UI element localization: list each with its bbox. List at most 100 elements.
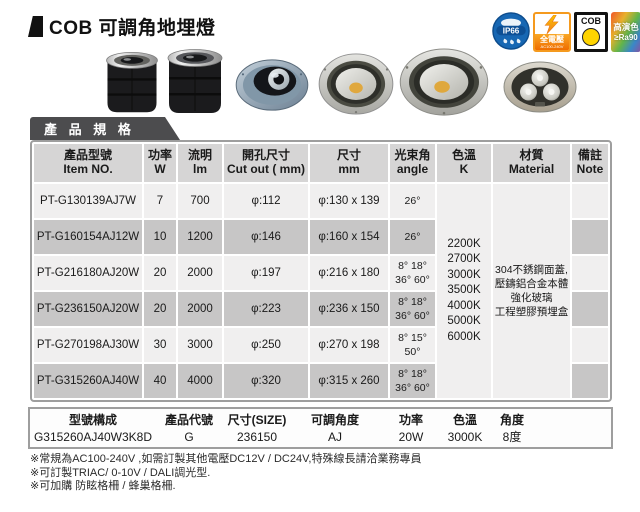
- model-col-angle-value: 8度: [502, 430, 522, 444]
- cell-item-2: PT-G160154AJ12W: [34, 220, 142, 254]
- cell-item-3: PT-G216180AJ20W: [34, 256, 142, 290]
- full-voltage-strip: 全電壓 AC100-240V: [535, 34, 569, 50]
- col-header-cct: 色溫 K: [437, 144, 491, 182]
- col-header-note-zh: 備註: [577, 148, 602, 163]
- cell-cutout-3: φ:197: [224, 256, 308, 290]
- model-col-cct-value: 3000K: [447, 430, 483, 444]
- svg-text:IP66: IP66: [503, 26, 520, 35]
- col-header-power-zh: 功率: [147, 148, 172, 163]
- cell-size-4: φ:236 x 150: [310, 292, 388, 326]
- title-square-mark-icon: [28, 16, 43, 37]
- cob-badge-icon: COB: [574, 12, 608, 52]
- col-header-cutout: 開孔尺寸 Cut out ( mm): [224, 144, 308, 182]
- model-col-code-value: G: [184, 430, 194, 444]
- cell-angle-3: 8° 18° 36° 60°: [390, 256, 435, 290]
- full-voltage-range: AC100-240V: [540, 44, 564, 49]
- model-composition-table: 型號構成 產品代號 尺寸(SIZE) 可調角度 功率 色溫 角度 G315260…: [28, 407, 613, 449]
- product-photo-three-led-round: [503, 61, 577, 113]
- cell-lumen-6: 4000: [178, 364, 222, 398]
- col-header-note-en: Note: [576, 162, 604, 176]
- spec-grid: 產品型號 Item NO. 功率 W 流明 lm 開孔尺寸 Cut out ( …: [34, 144, 608, 398]
- cell-angle-4: 8° 18° 36° 60°: [390, 292, 435, 326]
- cell-angle-6: 8° 18° 36° 60°: [390, 364, 435, 398]
- full-voltage-badge-icon: 全電壓 AC100-240V: [533, 12, 571, 52]
- cell-item-1: PT-G130139AJ7W: [34, 184, 142, 218]
- col-header-size: 尺寸 mm: [310, 144, 388, 182]
- col-header-cutout-en: Cut out ( mm): [227, 162, 305, 176]
- footnote-1: ※常規為AC100-240V ,如需訂製其他電壓DC12V / DC24V,特殊…: [30, 453, 422, 465]
- cell-cutout-6: φ:320: [224, 364, 308, 398]
- ip66-badge-icon: IP66: [492, 12, 530, 50]
- col-header-material: 材質 Material: [493, 144, 570, 182]
- model-table-header-row: 型號構成 產品代號 尺寸(SIZE) 可調角度 功率 色溫 角度: [32, 411, 611, 429]
- cell-item-4: PT-G236150AJ20W: [34, 292, 142, 326]
- cell-lumen-5: 3000: [178, 328, 222, 362]
- col-header-note: 備註 Note: [572, 144, 608, 182]
- cell-note-4: [572, 292, 608, 326]
- col-header-material-zh: 材質: [519, 148, 544, 163]
- cell-power-3: 20: [144, 256, 176, 290]
- cell-size-1: φ:130 x 139: [310, 184, 388, 218]
- col-header-cct-en: K: [459, 162, 469, 176]
- cell-lumen-3: 2000: [178, 256, 222, 290]
- cell-item-6: PT-G315260AJ40W: [34, 364, 142, 398]
- cell-note-2: [572, 220, 608, 254]
- section-tab-label: 產 品 規 格: [44, 122, 135, 137]
- cell-cutout-4: φ:223: [224, 292, 308, 326]
- col-header-angle: 光束角 angle: [390, 144, 435, 182]
- high-cri-badge-icon: 高演色 ≥Ra90: [611, 12, 640, 52]
- cell-power-2: 10: [144, 220, 176, 254]
- model-col-angle-label: 角度: [499, 413, 524, 427]
- spec-table: 產品型號 Item NO. 功率 W 流明 lm 開孔尺寸 Cut out ( …: [30, 140, 612, 402]
- footnote-3: ※可加購 防眩格柵 / 蜂巢格柵.: [30, 480, 176, 492]
- cell-cutout-5: φ:250: [224, 328, 308, 362]
- cell-lumen-1: 700: [178, 184, 222, 218]
- model-col-composition-value: G315260AJ40W3K8D: [33, 430, 153, 444]
- product-photo-cob-round-medium: [318, 53, 394, 115]
- col-header-size-zh: 尺寸: [336, 148, 361, 163]
- cell-angle-2: 26°: [390, 220, 435, 254]
- certification-badges: IP66 全電壓 AC100-240V COB: [492, 12, 640, 52]
- col-header-power: 功率 W: [144, 144, 176, 182]
- cell-angle-5: 8° 15° 50°: [390, 328, 435, 362]
- page-title-block: COB 可調角地埋燈: [28, 13, 216, 40]
- cell-color-temperature-merged: 2200K 2700K 3000K 3500K 4000K 5000K 6000…: [437, 184, 491, 398]
- model-col-power-label: 功率: [398, 413, 423, 427]
- cell-item-5: PT-G270198AJ30W: [34, 328, 142, 362]
- col-header-size-en: mm: [338, 162, 360, 176]
- col-header-material-en: Material: [508, 162, 555, 176]
- cell-power-5: 30: [144, 328, 176, 362]
- col-header-cct-zh: 色溫: [451, 148, 476, 163]
- cell-size-6: φ:315 x 260: [310, 364, 388, 398]
- high-cri-label: 高演色: [613, 21, 639, 32]
- product-photo-gimbal-tilted: [235, 59, 309, 111]
- cell-material-merged: 304不銹鋼面蓋, 壓鑄鋁合金本體 強化玻璃 工程塑膠預埋盒: [493, 184, 570, 398]
- cob-chip-icon: [582, 28, 600, 46]
- model-col-cct-label: 色溫: [452, 413, 477, 427]
- model-col-adjustable-value: AJ: [327, 430, 342, 444]
- cob-badge-label: COB: [581, 16, 601, 26]
- page-title: COB 可調角地埋燈: [49, 18, 216, 39]
- model-col-code-label: 產品代號: [164, 413, 213, 427]
- model-col-size-value: 236150: [236, 430, 278, 444]
- col-header-angle-en: angle: [396, 162, 429, 176]
- cell-cutout-2: φ:146: [224, 220, 308, 254]
- product-photo-cylinder-small: [106, 51, 158, 113]
- cell-power-4: 20: [144, 292, 176, 326]
- cell-power-6: 40: [144, 364, 176, 398]
- cell-note-1: [572, 184, 608, 218]
- footnote-2: ※可訂製TRIAC/ 0-10V / DALI調光型.: [30, 466, 211, 479]
- col-header-item-zh: 產品型號: [63, 148, 112, 163]
- col-header-lumen: 流明 lm: [178, 144, 222, 182]
- cell-power-1: 7: [144, 184, 176, 218]
- product-photo-cob-round-large: [399, 48, 489, 116]
- lightning-bolt-icon: [544, 15, 559, 34]
- model-col-composition-label: 型號構成: [68, 413, 117, 427]
- model-col-power-value: 20W: [398, 430, 424, 444]
- cell-note-5: [572, 328, 608, 362]
- cell-lumen-2: 1200: [178, 220, 222, 254]
- col-header-lumen-en: lm: [192, 162, 207, 176]
- col-header-item-en: Item NO.: [63, 162, 113, 176]
- high-cri-value: ≥Ra90: [614, 32, 638, 42]
